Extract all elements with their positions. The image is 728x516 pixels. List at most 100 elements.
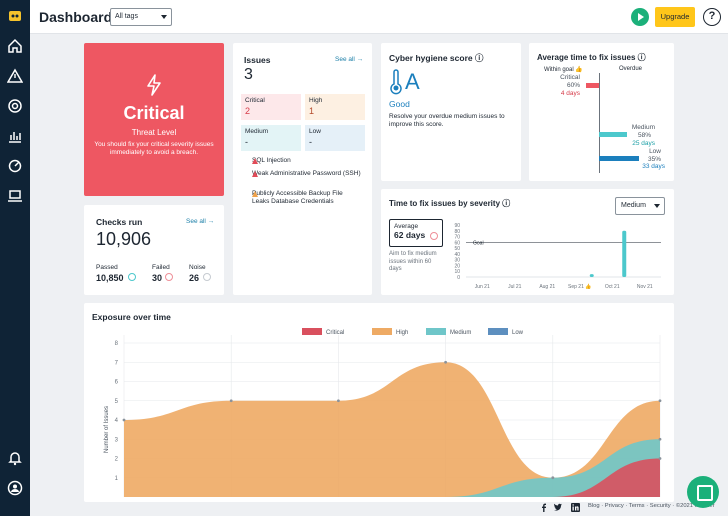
laptop-icon[interactable] [5, 186, 25, 206]
passed-label: Passed [96, 264, 118, 271]
checks-see-all-link[interactable]: See all → [186, 218, 215, 225]
threat-level-card: Critical Threat Level You should fix you… [84, 43, 224, 196]
issue-title: Publicly Accessible Backup File Leaks Da… [252, 190, 343, 205]
data-point [551, 476, 555, 480]
fix-critical-pct: 60% [566, 82, 580, 89]
fix-low-bar [599, 156, 639, 161]
passed-icon [128, 273, 136, 281]
facebook-icon[interactable] [540, 503, 548, 512]
legend-label: Critical [326, 330, 344, 336]
avg-fix-time-card: Average time to fix issues ⓘ Within goal… [529, 43, 674, 181]
y-tick-label: 50 [454, 246, 460, 252]
help-icon[interactable]: ? [703, 8, 721, 26]
threat-level-label: Threat Level [131, 128, 177, 137]
fix-low-label: Low [649, 148, 661, 155]
exposure-area-medium [124, 439, 660, 497]
severity-low-label: Low [309, 128, 321, 135]
fix-medium-label: Medium [631, 124, 655, 131]
severity-time-title: Time to fix issues by severity ⓘ [389, 199, 511, 208]
thermometer-icon [390, 69, 402, 95]
severity-box-low[interactable]: Low - [305, 125, 365, 151]
average-label: Average [394, 223, 419, 230]
hygiene-grade-label: Good [389, 99, 410, 109]
y-tick-label: 8 [115, 341, 119, 347]
tags-select[interactable]: All tags [110, 8, 172, 26]
legend-swatch [488, 328, 508, 335]
exposure-title: Exposure over time [92, 312, 171, 322]
scan-icon[interactable] [5, 156, 25, 176]
threat-level-value: Critical [123, 103, 185, 123]
severity-high-label: High [309, 97, 323, 104]
user-icon[interactable] [5, 478, 25, 498]
bell-icon[interactable] [5, 448, 25, 468]
failed-label: Failed [152, 264, 170, 271]
logo-icon[interactable] [5, 6, 25, 26]
overdue-label: Overdue [619, 66, 643, 72]
x-tick-label: Aug 21 [539, 284, 555, 290]
chat-icon[interactable] [687, 476, 719, 508]
cyber-hygiene-card: Cyber hygiene score ⓘ A Good Resolve you… [381, 43, 521, 181]
exposure-area-high [124, 362, 660, 497]
legend-label: Medium [450, 330, 471, 336]
data-point [658, 399, 662, 403]
legend-swatch [302, 328, 322, 335]
exposure-chart: Critical High Medium Low 8 7 6 5 4 3 2 1 Number of I… [104, 328, 662, 497]
issue-item[interactable]: Weak Administrative Password (SSH) [241, 170, 361, 178]
y-tick-label: 1 [115, 476, 119, 482]
aim-text: Aim to fix medium issues within 60 days [389, 251, 437, 272]
y-tick-label: 90 [454, 223, 460, 229]
footer-links[interactable]: Blog · Privacy · Terms · Security · ©202… [588, 503, 715, 509]
issues-see-all-link[interactable]: See all → [335, 56, 364, 63]
chevron-down-icon [161, 15, 167, 19]
target-icon[interactable] [5, 96, 25, 116]
severity-high-value: 1 [309, 106, 315, 116]
fix-low-pct: 35% [647, 156, 661, 163]
home-icon[interactable] [5, 36, 25, 56]
noise-icon [203, 273, 211, 281]
data-point [122, 418, 126, 422]
tags-select-value: All tags [115, 13, 138, 20]
y-tick-label: 7 [115, 360, 119, 366]
data-point [658, 457, 662, 460]
within-goal-label: Within goal 👍 [544, 67, 583, 73]
sidebar [0, 0, 30, 516]
legend-label: High [396, 330, 408, 336]
checks-run-title: Checks run [96, 217, 143, 227]
severity-box-medium[interactable]: Medium - [241, 125, 301, 151]
y-tick-label: 60 [454, 240, 460, 246]
severity-bar [622, 230, 627, 277]
severity-medium-label: Medium [245, 128, 269, 135]
severity-critical-value: 2 [245, 106, 251, 116]
checks-run-card: Checks run See all → 10,906 Passed 10,85… [84, 205, 224, 295]
chart-icon[interactable] [5, 126, 25, 146]
severity-bar [589, 274, 594, 277]
y-tick-label: 0 [457, 275, 460, 281]
issues-card: Issues See all → 3 Critical 2 High 1 Mediu… [233, 43, 372, 295]
top-bar: Dashboard All tags Upgrade ? [30, 0, 728, 34]
fix-critical-label: Critical [560, 74, 580, 81]
fix-critical-bar [586, 83, 599, 88]
warning-icon[interactable] [5, 66, 25, 86]
noise-value: 26 [189, 273, 200, 283]
severity-box-critical[interactable]: Critical 2 [241, 94, 301, 120]
hygiene-message: Resolve your overdue medium issues to im… [389, 113, 505, 128]
legend-label: Low [512, 330, 524, 336]
upgrade-button[interactable]: Upgrade [655, 7, 695, 27]
fix-low-days: 33 days [642, 163, 665, 170]
chevron-down-icon [654, 204, 660, 208]
severity-select[interactable]: Medium [615, 197, 665, 215]
page-title: Dashboard [39, 9, 113, 25]
x-tick-label: Jul 21 [508, 284, 522, 290]
passed-value: 10,850 [96, 273, 124, 283]
issue-item[interactable]: Publicly Accessible Backup File Leaks Da… [241, 190, 361, 206]
severity-box-high[interactable]: High 1 [305, 94, 365, 120]
y-tick-label: 5 [115, 399, 119, 405]
fix-medium-days: 25 days [632, 140, 655, 147]
issue-item[interactable]: SQL Injection [241, 157, 361, 165]
linkedin-icon[interactable] [571, 503, 580, 512]
play-icon[interactable] [631, 8, 649, 26]
data-point [658, 437, 662, 441]
failed-icon [165, 273, 173, 281]
twitter-icon[interactable] [553, 503, 563, 512]
